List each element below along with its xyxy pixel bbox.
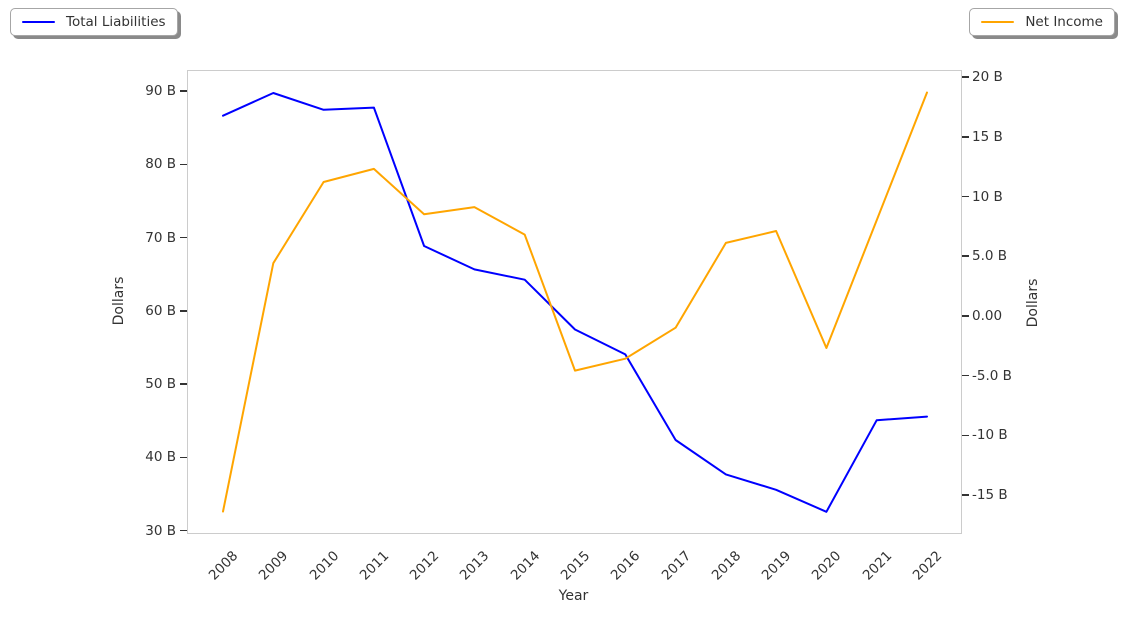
right-y-tick-label: 15 B	[972, 128, 1003, 145]
right-y-tick-mark	[961, 494, 969, 496]
right-y-tick-mark	[961, 136, 969, 138]
left-y-tick-mark	[179, 529, 187, 532]
legend-net-income: Net Income	[969, 8, 1115, 36]
legend-total-liabilities: Total Liabilities	[10, 8, 178, 36]
left-y-tick-mark	[179, 236, 187, 239]
right-y-tick-mark	[961, 195, 969, 198]
left-y-tick-label: 90 B	[145, 83, 176, 100]
plot-area	[187, 70, 962, 534]
right-y-tick-label: -15 B	[972, 486, 1008, 503]
left-y-tick-label: 30 B	[145, 522, 176, 539]
left-y-tick-mark	[179, 163, 187, 166]
right-y-tick-mark	[961, 76, 969, 78]
legend-line-sample-blue	[22, 20, 55, 24]
right-y-tick-label: 5.0 B	[972, 248, 1008, 265]
left-y-tick-mark	[179, 383, 187, 385]
series-line-net-income	[222, 91, 928, 513]
right-y-tick-label: 10 B	[972, 188, 1003, 205]
right-y-tick-label: 0.00	[972, 307, 1003, 324]
line-chart-canvas	[222, 91, 928, 513]
left-y-tick-label: 70 B	[145, 229, 176, 246]
legend-line-sample-orange	[981, 20, 1015, 24]
right-y-tick-mark	[961, 434, 969, 437]
series-line-total-liabilities	[222, 92, 928, 513]
left-y-tick-mark	[179, 456, 187, 459]
left-y-tick-mark	[179, 90, 187, 93]
legend-label-total-liabilities: Total Liabilities	[66, 14, 166, 30]
x-axis-title: Year	[558, 588, 589, 604]
left-y-tick-mark	[179, 310, 187, 312]
right-y-tick-mark	[961, 255, 969, 258]
left-y-tick-label: 40 B	[145, 449, 176, 466]
right-y-tick-label: 20 B	[972, 69, 1003, 86]
right-y-tick-mark	[961, 374, 969, 377]
left-y-tick-label: 50 B	[145, 376, 176, 393]
left-y-tick-label: 60 B	[145, 302, 176, 319]
right-y-tick-mark	[961, 315, 969, 317]
right-y-tick-label: -10 B	[972, 427, 1008, 444]
left-y-tick-label: 80 B	[145, 156, 176, 173]
right-y-tick-label: -5.0 B	[972, 367, 1012, 384]
legend-label-net-income: Net Income	[1025, 14, 1103, 30]
